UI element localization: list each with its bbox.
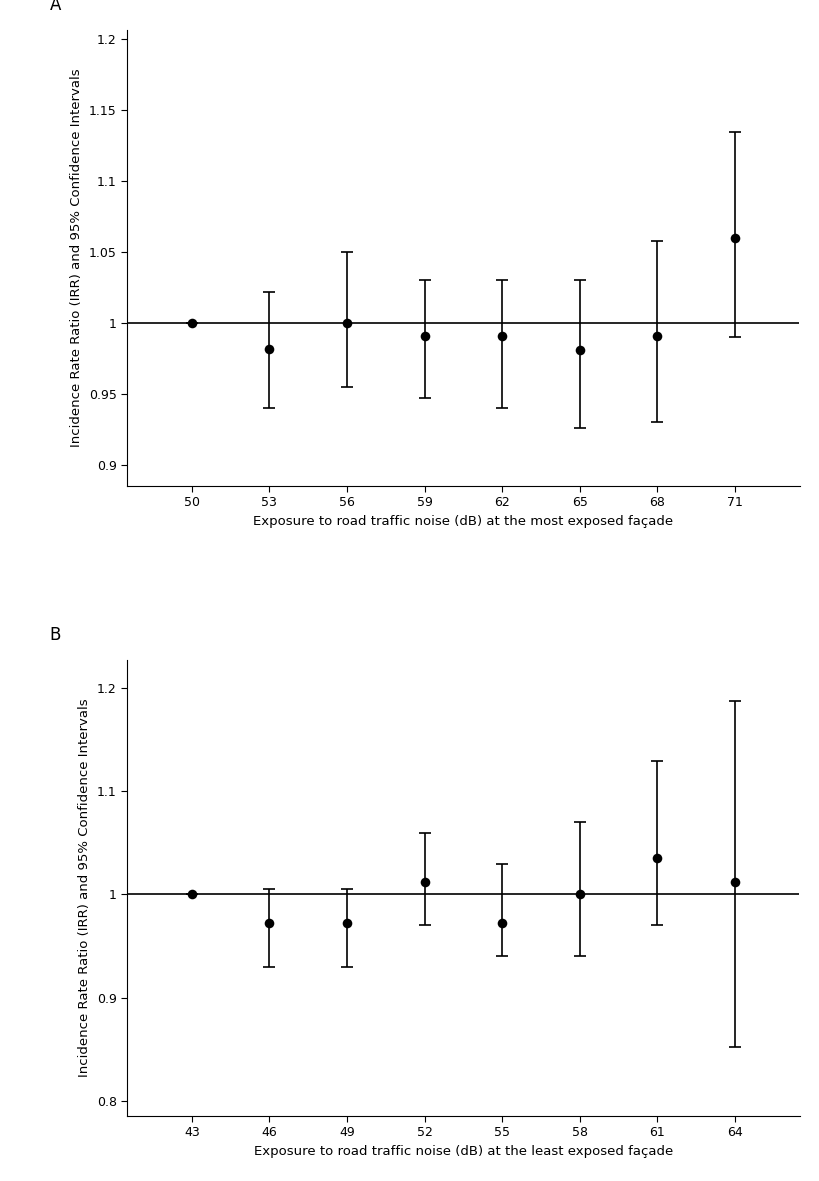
Text: A: A [50,0,61,13]
Point [727,228,740,247]
Point [262,914,275,933]
X-axis label: Exposure to road traffic noise (dB) at the least exposed façade: Exposure to road traffic noise (dB) at t… [253,1146,672,1159]
Point [185,313,198,332]
Point [495,326,508,345]
Y-axis label: Incidence Rate Ratio (IRR) and 95% Confidence Intervals: Incidence Rate Ratio (IRR) and 95% Confi… [70,68,84,448]
Point [185,885,198,903]
Y-axis label: Incidence Rate Ratio (IRR) and 95% Confidence Intervals: Incidence Rate Ratio (IRR) and 95% Confi… [78,698,91,1077]
Point [418,326,431,345]
Point [650,849,663,868]
X-axis label: Exposure to road traffic noise (dB) at the most exposed façade: Exposure to road traffic noise (dB) at t… [253,515,672,528]
Point [340,914,353,933]
Point [418,873,431,892]
Point [727,873,740,892]
Point [262,339,275,358]
Point [650,326,663,345]
Point [572,340,586,359]
Text: B: B [50,626,61,644]
Point [572,885,586,903]
Point [495,914,508,933]
Point [340,313,353,332]
